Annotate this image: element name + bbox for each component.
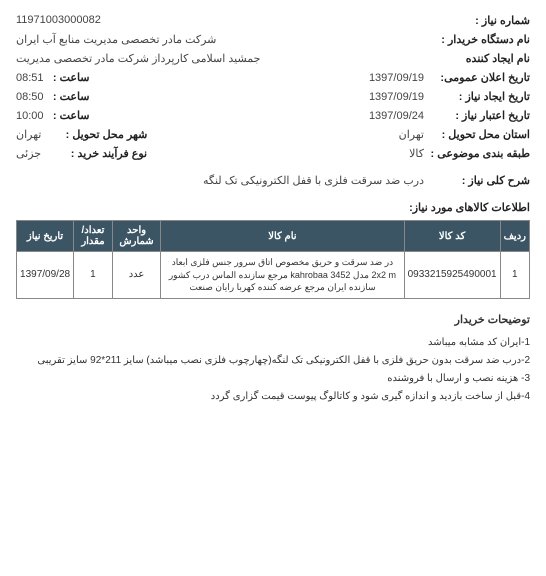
create-time-value: 08:50 [16,91,44,103]
cell-row: 1 [500,252,529,299]
cell-code: 0933215925490001 [404,252,500,299]
note-line: 3- هزینه نصب و ارسال با فروشنده [16,370,530,388]
cell-date: 1397/09/28 [17,252,74,299]
items-table: ردیف کد کالا نام کالا واحد شمارش تعداد/ … [16,220,530,299]
col-name: نام کالا [161,221,404,252]
note-line: 1-ایران کد مشابه میباشد [16,334,530,352]
buyer-org-label: نام دستگاه خریدار : [430,33,530,46]
cell-unit: عدد [112,252,160,299]
buyer-org-value: شرکت مادر تخصصی مدیریت منابع آب ایران [16,33,216,46]
valid-date-label: تاریخ اعتبار نیاز : [430,109,530,122]
valid-date-value: 1397/09/24 [369,110,424,122]
note-line: 4-قبل از ساخت بازدید و اندازه گیری شود و… [16,388,530,406]
cell-qty: 1 [74,252,113,299]
province-label: استان محل تحویل : [430,128,530,141]
buyer-notes: 1-ایران کد مشابه میباشد 2-درب ضد سرقت بد… [16,334,530,406]
cell-name: در ضد سرقت و حریق مخصوص اتاق سرور جنس فل… [161,252,404,299]
col-code: کد کالا [404,221,500,252]
pub-time-value: 08:51 [16,72,44,84]
niaz-no-label: شماره نیاز : [430,14,530,27]
category-label: طبقه بندی موضوعی : [430,147,530,160]
table-row: 1 0933215925490001 در ضد سرقت و حریق مخص… [17,252,530,299]
items-section-title: اطلاعات کالاهای مورد نیاز: [16,201,530,214]
city-value: تهران [16,128,41,141]
creator-value: جمشید اسلامی کارپرداز شرکت مادر تخصصی مد… [16,52,260,65]
niaz-no-value: 11971003000082 [16,14,101,26]
col-qty: تعداد/ مقدار [74,221,113,252]
create-date-label: تاریخ ایجاد نیاز : [430,90,530,103]
city-label: شهر محل تحویل : [47,128,147,141]
pub-date-label: تاریخ اعلان عمومی: [430,71,530,84]
desc-value: درب ضد سرقت فلزی با قفل الکترونیکی تک لن… [203,174,424,187]
note-line: 2-درب ضد سرقت بدون حریق فلزی با قفل الکت… [16,352,530,370]
col-row: ردیف [500,221,529,252]
col-date: تاریخ نیاز [17,221,74,252]
category-value: کالا [409,147,424,160]
desc-label: شرح کلی نیاز : [430,174,530,187]
valid-time-value: 10:00 [16,110,44,122]
pub-date-value: 1397/09/19 [369,72,424,84]
creator-label: نام ایجاد کننده [430,52,530,65]
buyer-notes-label: توضیحات خریدار [455,313,530,326]
col-unit: واحد شمارش [112,221,160,252]
create-date-value: 1397/09/19 [369,91,424,103]
process-value: جزئی [16,147,41,160]
pub-time-label: ساعت : [50,71,90,84]
create-time-label: ساعت : [50,90,90,103]
province-value: تهران [399,128,424,141]
process-label: نوع فرآیند خرید : [47,147,147,160]
valid-time-label: ساعت : [50,109,90,122]
